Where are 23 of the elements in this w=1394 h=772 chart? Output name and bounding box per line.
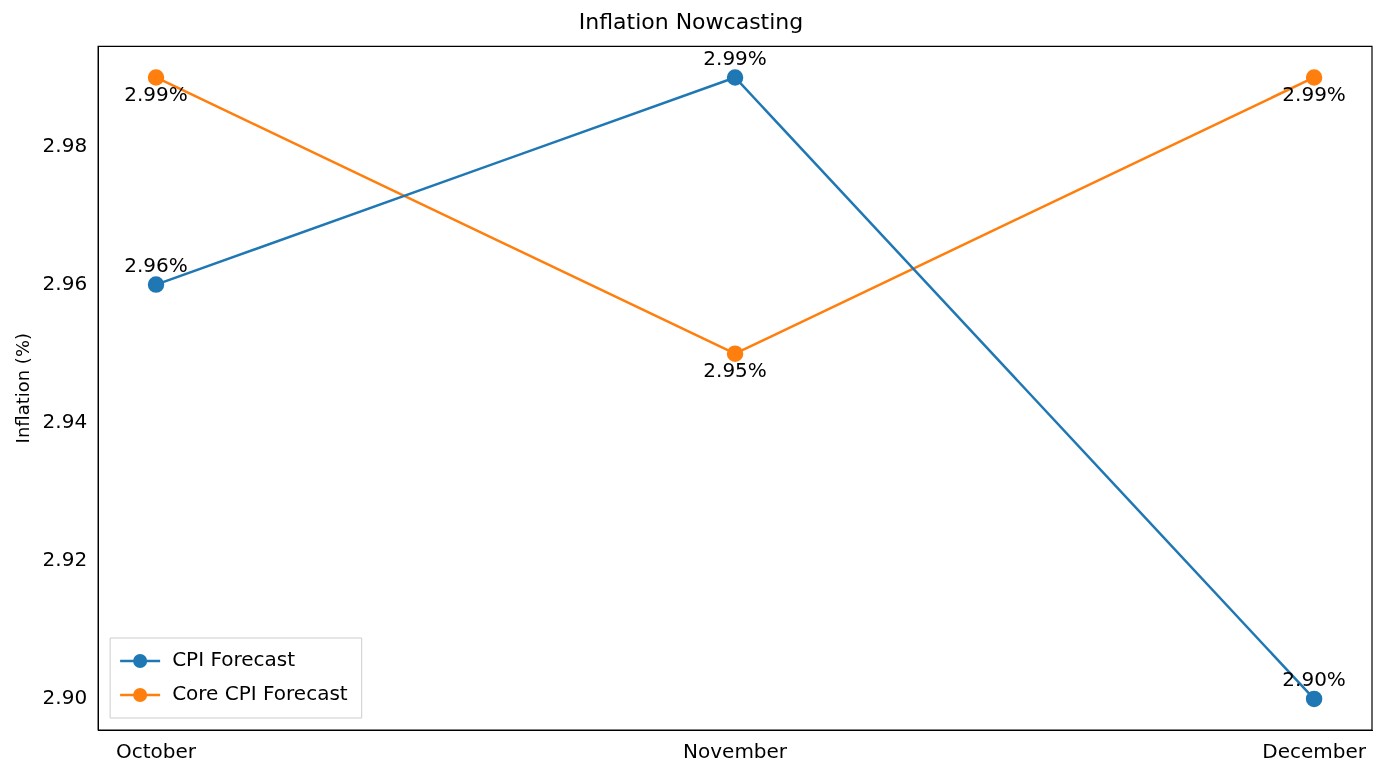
data-label: 2.99% bbox=[1282, 81, 1346, 106]
point bbox=[147, 276, 165, 293]
data-label: 2.99% bbox=[703, 45, 767, 70]
data-label: 2.95% bbox=[703, 357, 767, 382]
point bbox=[1305, 69, 1323, 86]
point bbox=[1305, 690, 1323, 708]
x-tick-label: October bbox=[116, 739, 197, 764]
x-tick-label: December bbox=[1262, 739, 1367, 764]
y-axis-title: Inflation (%) bbox=[12, 332, 34, 444]
legend-label: CPI Forecast bbox=[172, 647, 296, 672]
data-label: 2.96% bbox=[124, 252, 188, 277]
y-tick-label: 2.92 bbox=[42, 547, 88, 572]
point bbox=[147, 69, 165, 86]
y-tick-label: 2.96 bbox=[42, 270, 88, 295]
x-tick-label: November bbox=[683, 739, 788, 764]
legend-label: Core CPI Forecast bbox=[172, 681, 348, 706]
y-tick-label: 2.98 bbox=[42, 132, 88, 157]
y-tick-label: 2.90 bbox=[42, 685, 88, 710]
point bbox=[726, 69, 744, 86]
point bbox=[726, 345, 744, 362]
data-label: 2.99% bbox=[124, 81, 188, 106]
chart-title: Inflation Nowcasting bbox=[578, 8, 804, 34]
y-tick-label: 2.94 bbox=[42, 408, 88, 433]
